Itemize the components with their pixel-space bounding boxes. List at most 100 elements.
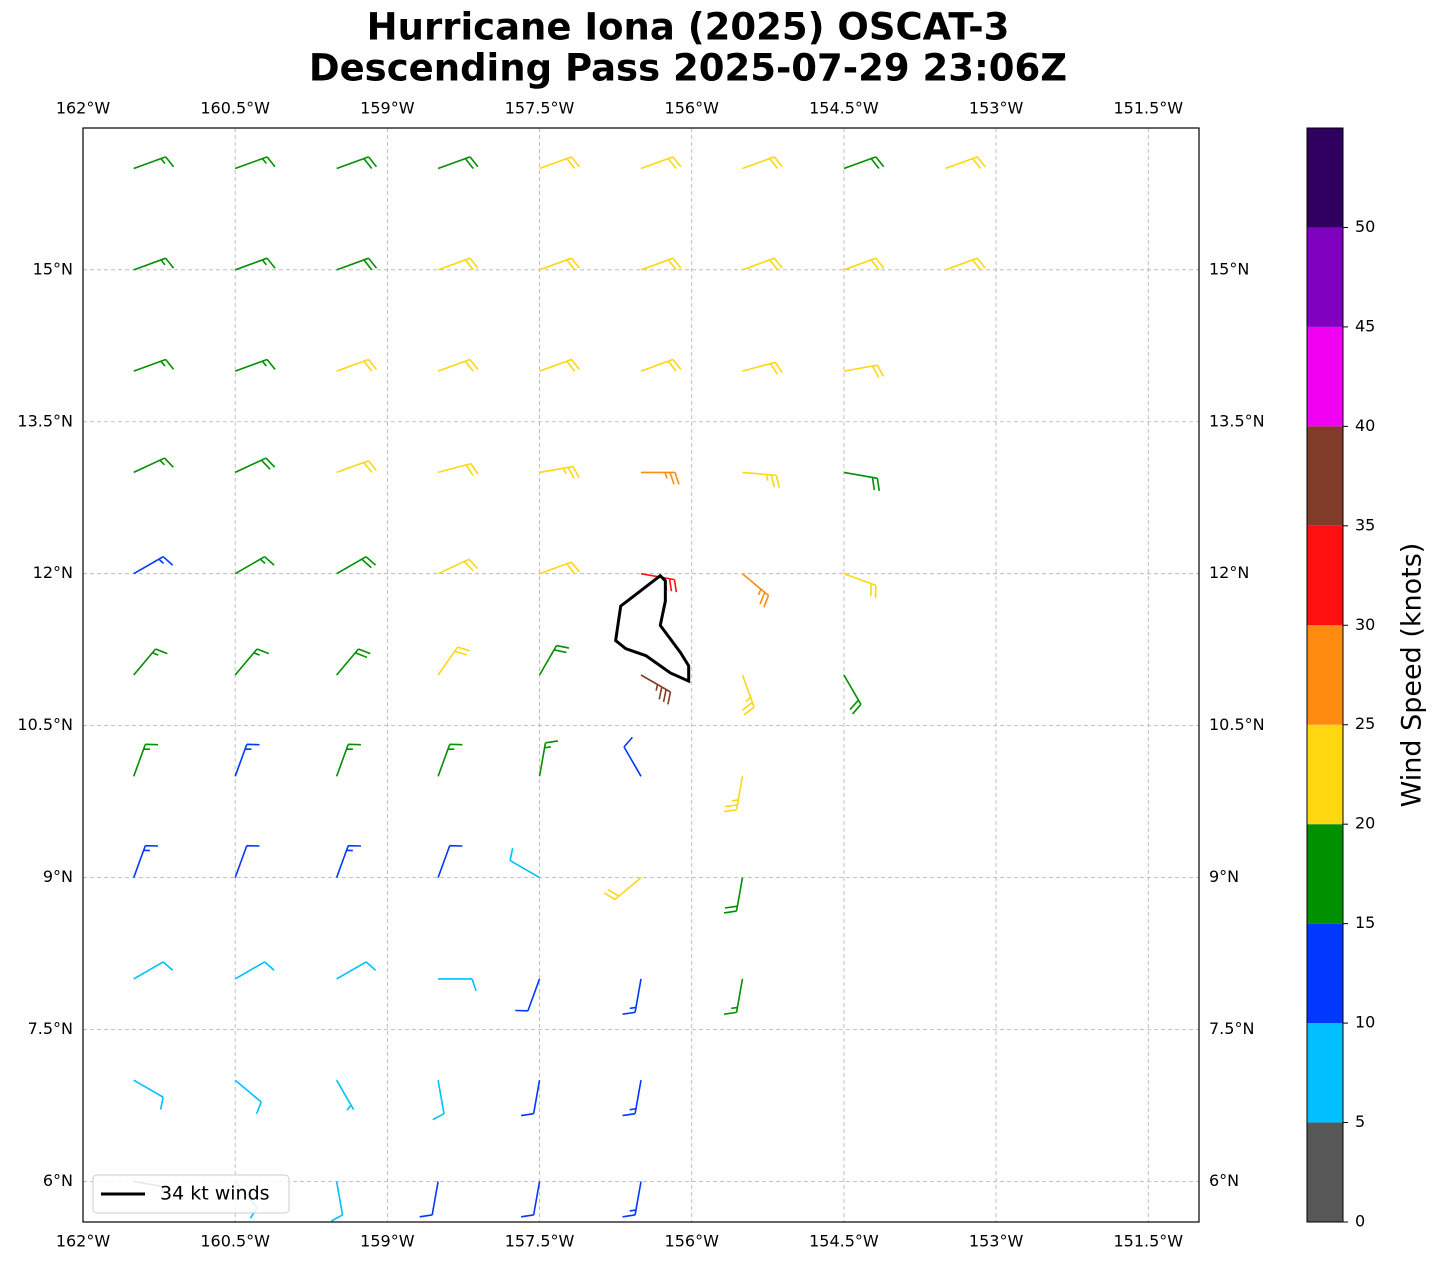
wind-barb (234, 257, 276, 271)
wind-barb (234, 961, 275, 980)
wind-barb (437, 558, 479, 575)
wind-barb (437, 257, 479, 271)
wind-barb (331, 1181, 344, 1222)
x-tick-label: 162°W (56, 1232, 111, 1251)
wind-barb (539, 561, 580, 575)
colorbar-tick-label: 10 (1355, 1013, 1375, 1032)
colorbar-segment (1307, 1023, 1343, 1123)
wind-barb (437, 646, 470, 676)
wind-barb (437, 462, 479, 476)
y-tick-label: 12°N (1209, 563, 1249, 582)
wind-barb (133, 961, 174, 980)
wind-barb (843, 471, 881, 491)
legend-box (92, 1174, 290, 1214)
colorbar-tick-label: 30 (1355, 615, 1375, 634)
wind-barb (133, 156, 175, 170)
x-tick-label: 160.5°W (200, 1232, 270, 1251)
wind-barb (132, 743, 159, 777)
y-tick-label: 15°N (33, 259, 73, 278)
colorbar-tick-label: 40 (1355, 416, 1375, 435)
y-tick-label: 7.5°N (1209, 1019, 1254, 1038)
wind-barb (945, 257, 986, 271)
y-tick-label: 9°N (1209, 867, 1239, 886)
y-tick-label: 15°N (1209, 259, 1249, 278)
y-tick-label: 13.5°N (1209, 411, 1265, 430)
colorbar-segment (1307, 724, 1343, 825)
colorbar-segment (1307, 923, 1343, 1024)
wind-barb (843, 364, 885, 378)
wind-barb (133, 257, 175, 271)
y-tick-label: 13.5°N (17, 411, 73, 430)
wind-barb (539, 257, 580, 271)
y-tick-label: 7.5°N (28, 1019, 73, 1038)
wind-barb (437, 743, 463, 777)
wind-barb (521, 1080, 541, 1117)
x-tick-label: 162°W (56, 99, 111, 118)
colorbar-frame (1306, 127, 1344, 1223)
colorbar-tick-label: 25 (1355, 714, 1375, 733)
colorbar-segment (1307, 1122, 1343, 1222)
colorbar-tick-label: 0 (1355, 1212, 1365, 1231)
wind-barb (336, 961, 377, 980)
wind-barb (336, 556, 377, 575)
wind-barb (132, 844, 159, 878)
map-frame (82, 127, 1200, 1223)
y-tick-label: 12°N (33, 563, 73, 582)
x-tick-label: 157.5°W (505, 99, 575, 118)
contour-34kt (614, 573, 691, 684)
wind-barb (432, 1080, 445, 1121)
x-tick-label: 156°W (665, 99, 720, 118)
wind-barb (640, 674, 672, 705)
y-tick-label: 6°N (43, 1171, 73, 1190)
wind-barb (336, 358, 378, 372)
wind-barb (336, 257, 378, 271)
wind-barb (641, 471, 680, 485)
wind-barb (336, 648, 371, 676)
colorbar-tick-label: 15 (1355, 913, 1375, 932)
wind-barb (437, 844, 463, 878)
wind-barb (622, 1080, 642, 1117)
colorbar-tick-label: 50 (1355, 217, 1375, 236)
x-tick-label: 154.5°W (809, 99, 879, 118)
wind-barb (843, 674, 862, 715)
x-tick-label: 159°W (360, 99, 415, 118)
x-tick-label: 157.5°W (505, 1232, 575, 1251)
y-tick-label: 6°N (1209, 1171, 1239, 1190)
wind-barb (515, 978, 541, 1012)
wind-barb (723, 978, 744, 1016)
legend-label: 34 kt winds (160, 1183, 270, 1205)
colorbar-segment (1307, 227, 1343, 327)
wind-barb (538, 644, 570, 676)
wind-barb (843, 156, 885, 170)
y-tick-label: 10.5°N (1209, 715, 1265, 734)
wind-barb (234, 457, 276, 474)
x-tick-label: 151.5°W (1113, 1232, 1183, 1251)
wind-barb (538, 740, 559, 777)
chart-title: Hurricane Iona (2025) OSCAT-3 (367, 6, 1010, 49)
x-tick-label: 154.5°W (809, 1232, 879, 1251)
wind-barb (234, 556, 275, 575)
wind-barb (640, 257, 682, 271)
colorbar-segment (1307, 326, 1343, 427)
wind-barb (133, 457, 174, 474)
wind-barb (741, 573, 770, 608)
colorbar-label: Wind Speed (knots) (1397, 543, 1428, 808)
wind-barb (419, 1181, 439, 1218)
wind-barb (623, 736, 642, 777)
wind-barb (234, 844, 260, 878)
wind-barb (336, 156, 378, 170)
x-tick-label: 159°W (360, 1232, 415, 1251)
wind-barb (234, 156, 276, 170)
wind-barb (723, 776, 744, 813)
wind-barb (133, 556, 174, 575)
chart-title: Descending Pass 2025-07-29 23:06Z (309, 47, 1067, 90)
colorbar-tick-label: 20 (1355, 814, 1375, 833)
wind-barb (335, 1079, 355, 1111)
colorbar-segment (1307, 128, 1343, 228)
wind-barb (234, 648, 270, 676)
barbs (132, 156, 986, 1222)
wind-barb (843, 257, 885, 271)
colorbar-tick-label: 45 (1355, 316, 1375, 335)
colorbar-tick-label: 35 (1355, 515, 1375, 534)
